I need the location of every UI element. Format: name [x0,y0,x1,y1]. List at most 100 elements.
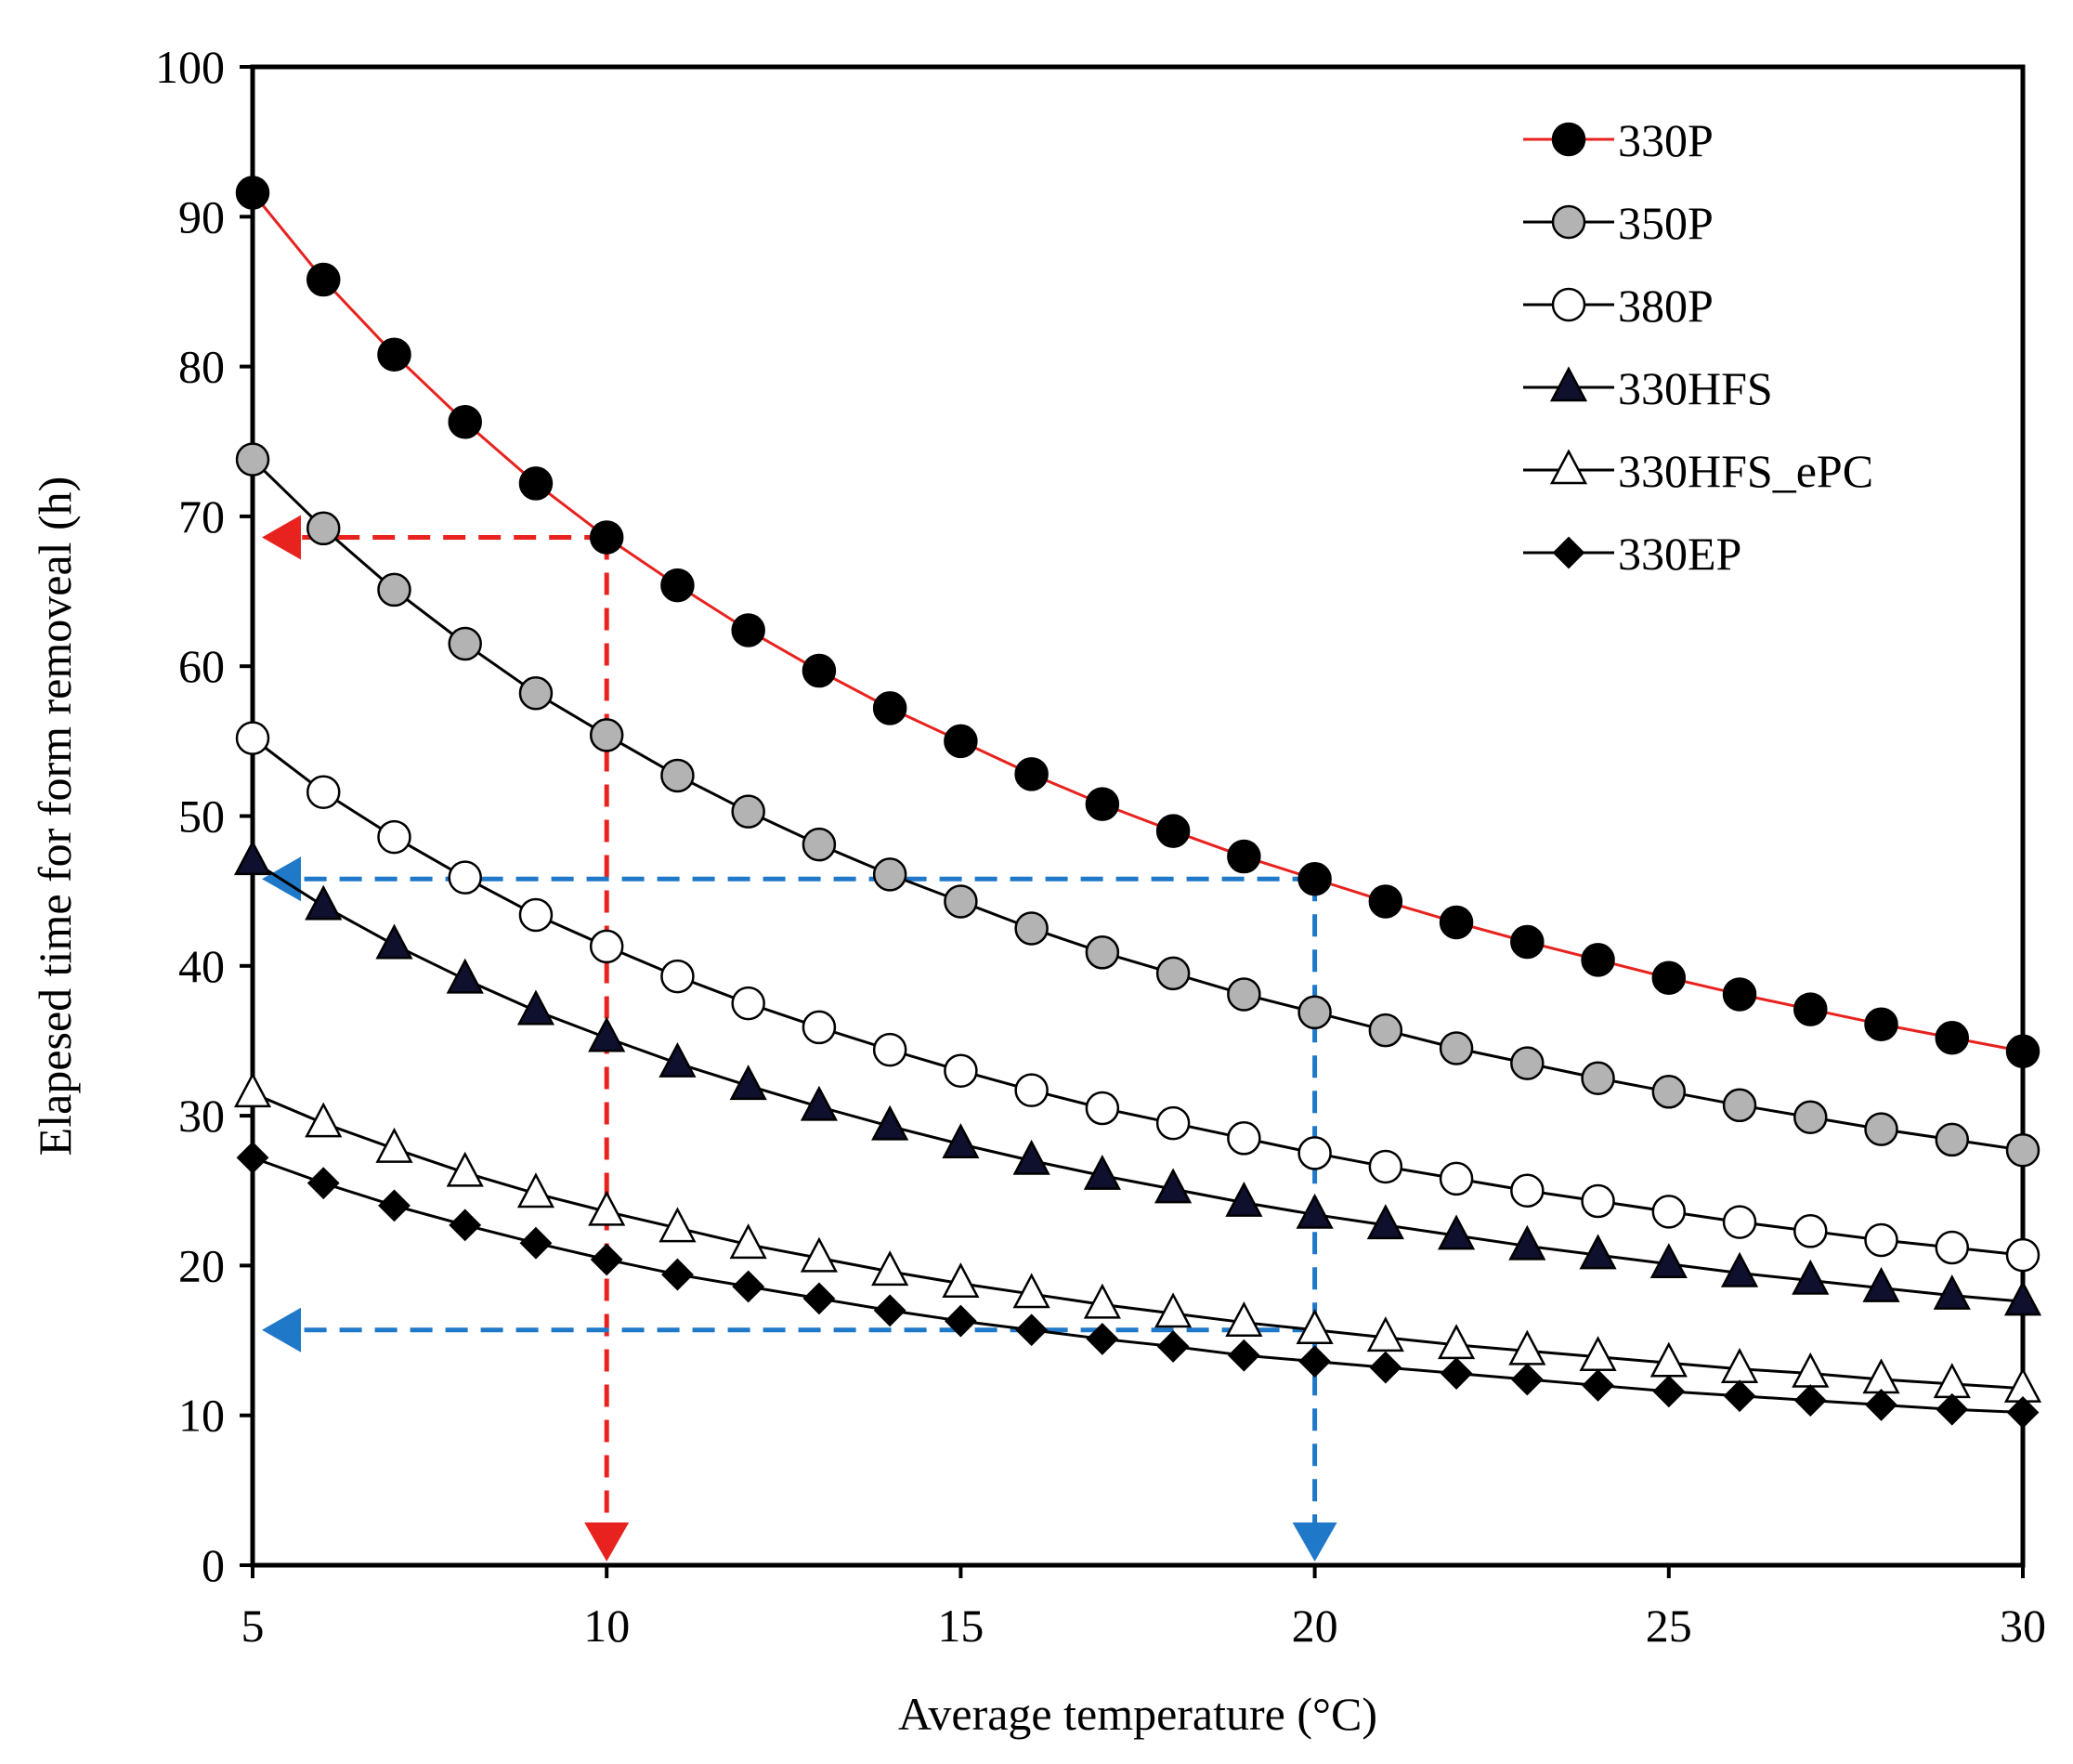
data-point [1227,839,1261,874]
data-point [518,897,554,933]
x-tick-label: 30 [2000,1600,2046,1652]
data-point [306,262,341,297]
data-point [1439,1161,1474,1196]
data-point [1652,1375,1686,1408]
data-point [235,442,270,477]
legend-label: 350P [1618,197,1714,249]
data-point [1510,1046,1545,1080]
data-point [1579,1234,1617,1270]
data-point [588,1016,626,1052]
data-point [731,986,765,1021]
data-point [1225,1301,1263,1337]
data-point [519,1226,553,1260]
legend-item: 330HFS_ePC [1523,445,1873,497]
legend-marker [1551,122,1586,157]
data-point [1154,1292,1193,1328]
data-point [1720,1251,1759,1287]
data-point [233,840,272,876]
data-point [2003,1280,2042,1316]
data-point [305,1102,343,1138]
data-point [802,1010,837,1045]
data-point [2005,1034,2040,1068]
data-point [1935,1230,1970,1265]
data-point [1864,1112,1898,1146]
data-point [377,819,411,855]
data-point [446,1151,484,1187]
legend-item: 330HFS [1523,362,1773,414]
annotation-arrowhead [262,1307,301,1352]
y-tick-label: 10 [178,1390,225,1442]
data-point [1298,1345,1332,1379]
data-point [1439,905,1474,940]
series-layer [233,176,2042,1429]
data-point [802,827,837,862]
data-point [589,520,624,555]
data-point [446,958,484,994]
legend-label: 380P [1618,280,1714,332]
data-point [1935,1122,1970,1157]
data-point [1156,1330,1190,1363]
data-point [1793,1100,1828,1134]
y-axis-label: Elapesed time for form removeal (h) [29,477,81,1156]
data-point [1651,960,1687,995]
y-tick-label: 70 [178,490,225,542]
data-point [306,1167,340,1200]
data-point [1155,956,1191,991]
data-point [236,1141,269,1174]
data-point [1155,814,1191,848]
data-point [944,1053,978,1088]
data-point [1793,1384,1827,1417]
data-point [1936,1392,1969,1426]
data-point [1793,1214,1828,1248]
data-point [1649,1243,1688,1279]
data-point [873,1294,906,1327]
data-point [448,405,482,439]
series-350p [235,442,2040,1168]
data-point [375,923,413,960]
data-point [1083,1283,1121,1319]
axes: 5 10 15 20 25 30 0 10 20 30 40 50 60 70 80 90 100 [155,41,2046,1652]
data-point [1651,1195,1687,1229]
x-tick-label: 25 [1646,1600,1692,1652]
data-point [1366,1316,1404,1352]
legend-marker [1549,366,1588,402]
data-point [1510,1173,1545,1208]
series-330hfs-epc [233,1072,2042,1403]
data-point [1225,1181,1263,1217]
data-point [1438,1214,1476,1250]
y-tick-label: 0 [202,1539,225,1591]
plot-frame [250,64,2026,1568]
x-tick-label: 5 [241,1600,265,1652]
data-point [944,884,978,919]
data-point [1935,1020,1970,1055]
data-point [1369,1351,1402,1384]
data-point [872,1032,907,1067]
data-point [1581,943,1615,977]
data-point [872,691,907,725]
data-point [1581,1183,1615,1219]
data-point [1012,1139,1050,1175]
data-point [516,1172,555,1209]
data-point [589,929,624,964]
x-axis-label: Average temperature (°C) [898,1688,1377,1740]
data-point [2005,1237,2040,1273]
data-point [942,1262,980,1299]
y-tick-label: 50 [178,791,225,843]
data-point [1864,1007,1898,1041]
annotation-arrowhead [1292,1522,1337,1561]
data-point [731,613,765,647]
data-point [1227,1121,1261,1156]
y-tick-label: 100 [155,41,225,93]
data-point [1297,861,1332,896]
y-tick-label: 40 [178,940,225,992]
legend-marker [1551,204,1586,240]
data-point [658,1207,697,1243]
data-point [516,989,555,1026]
data-point [2006,1396,2040,1429]
data-point [944,1304,977,1338]
data-point [729,1223,767,1260]
legend-label: 330HFS [1618,362,1773,414]
data-point [588,1190,626,1226]
data-point [802,1282,836,1315]
legend-marker [1552,536,1585,569]
